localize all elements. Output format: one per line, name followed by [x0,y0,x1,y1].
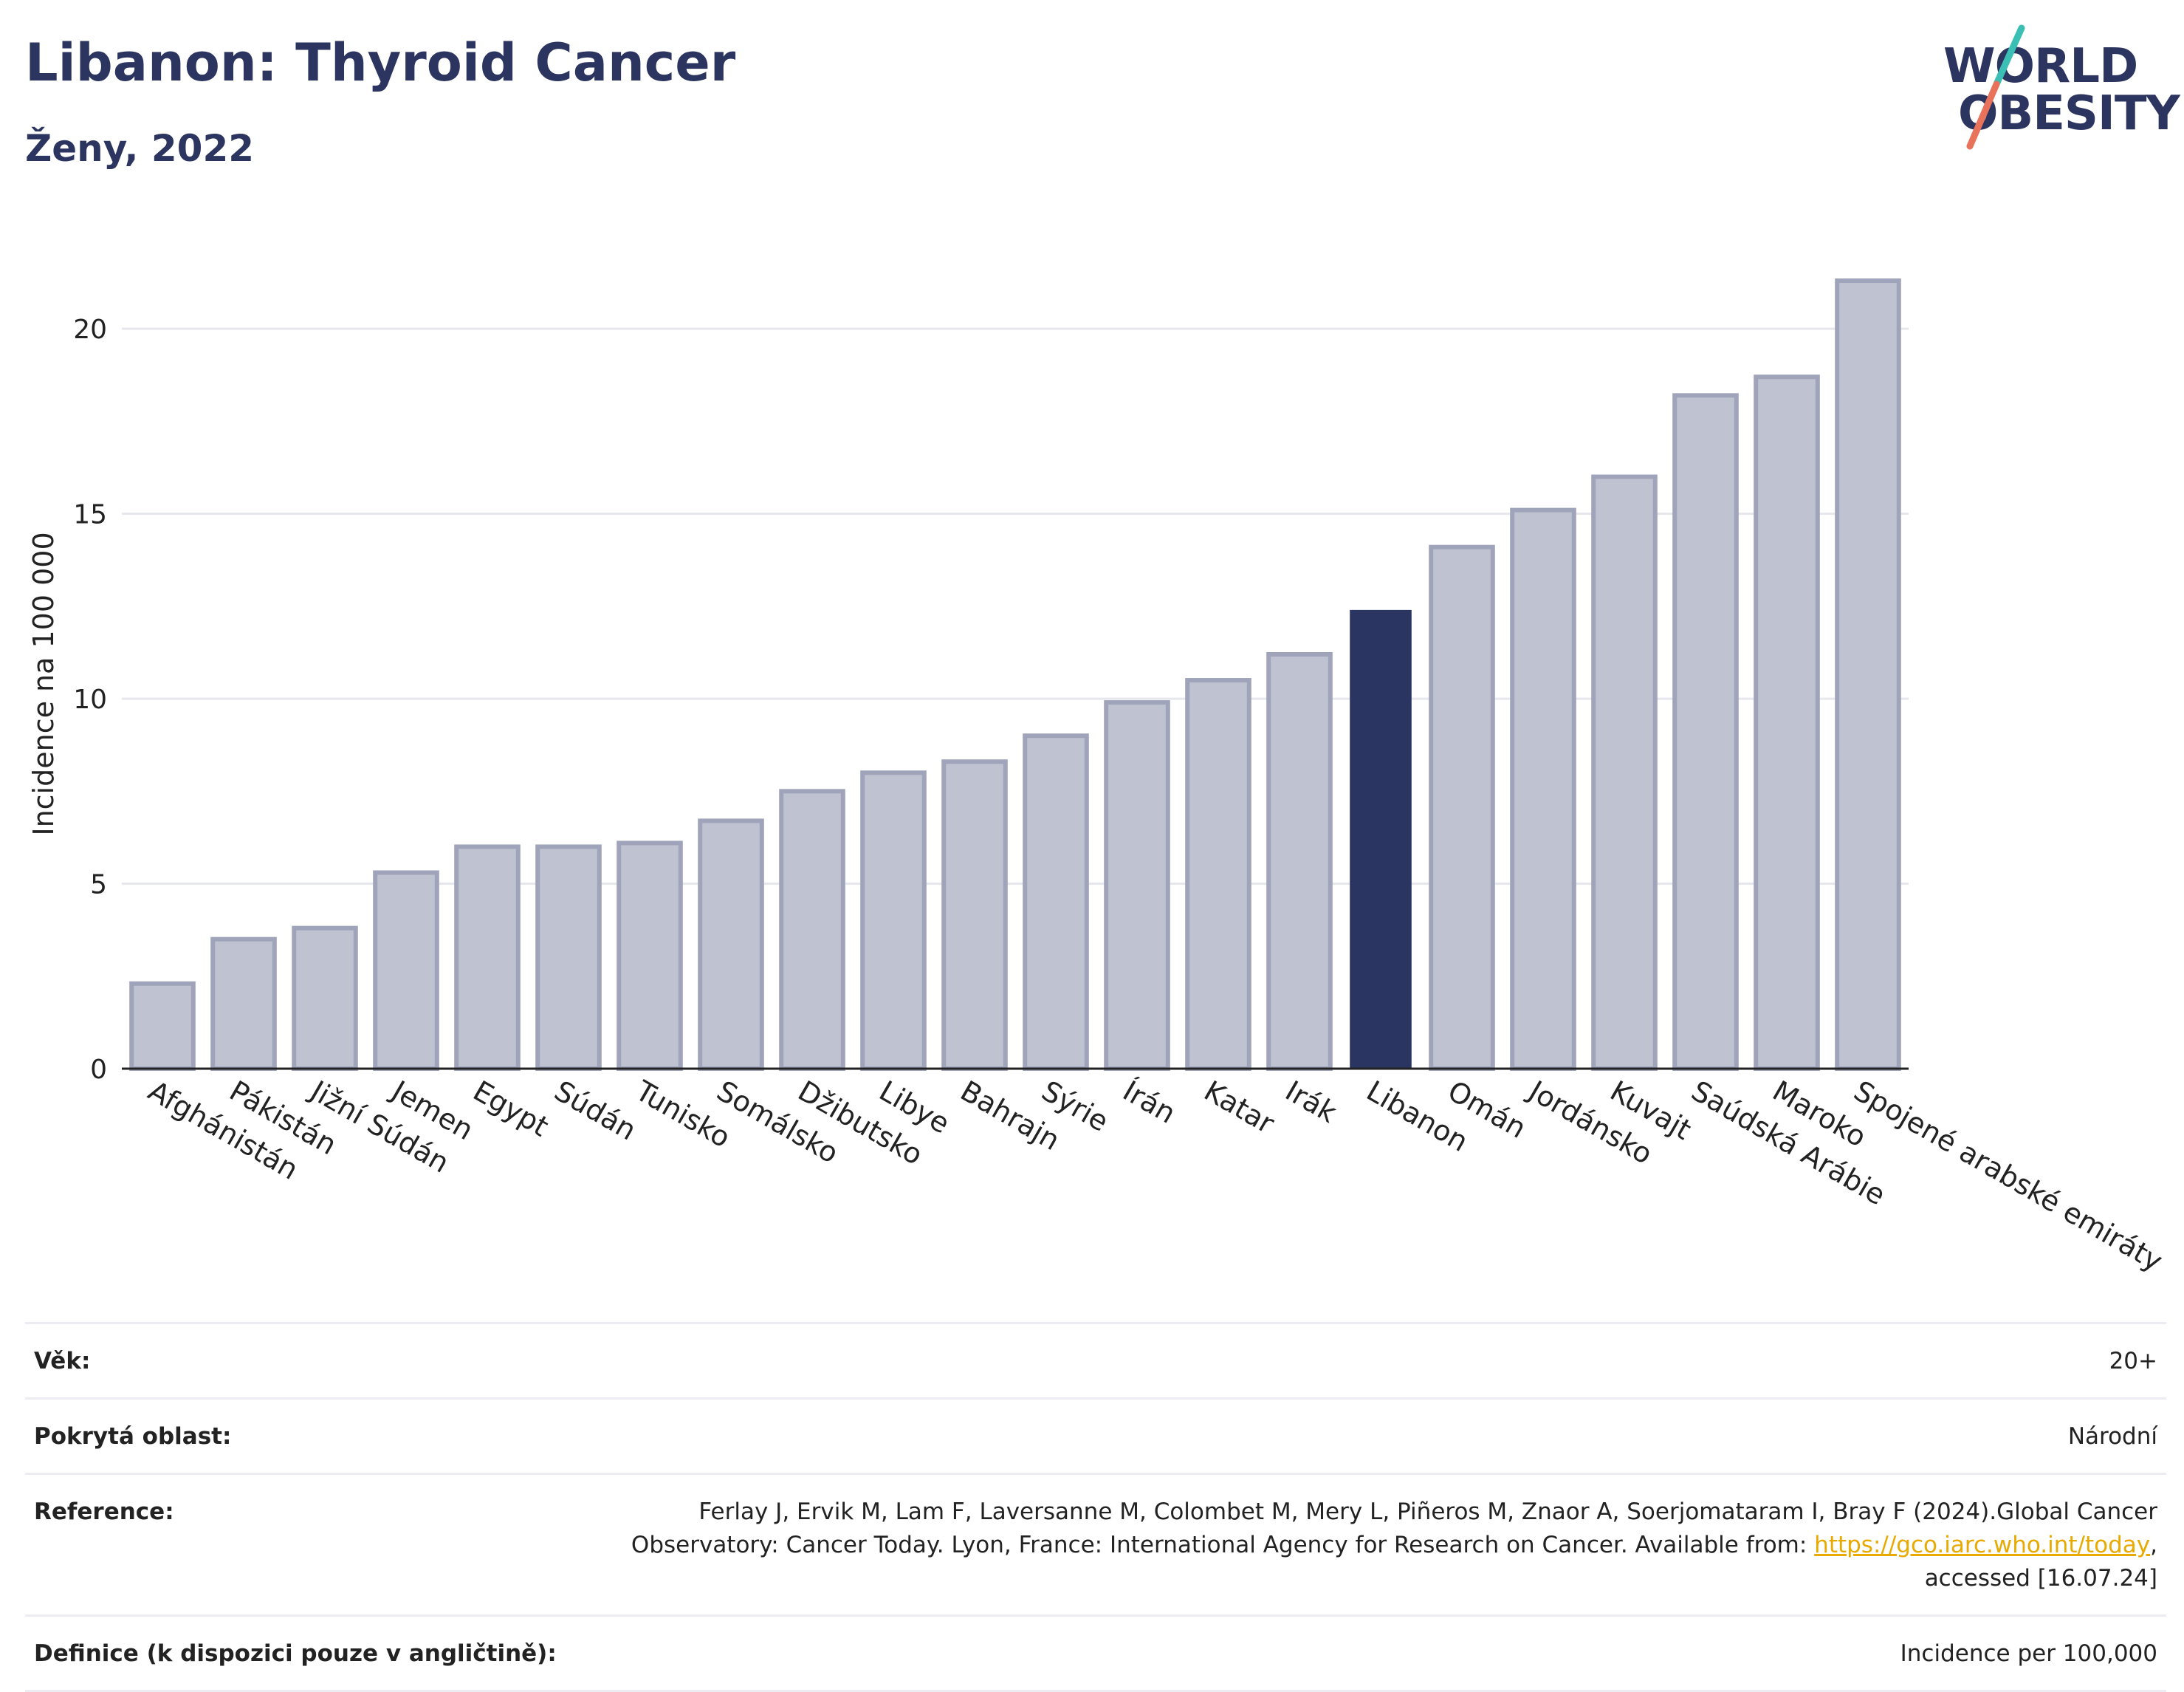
bar [535,844,602,1071]
x-tick-label: Spojené arabské emiráty [1849,1075,2168,1278]
meta-row-reference: Reference: Ferlay J, Ervik M, Lam F, Lav… [25,1473,2166,1614]
page-subtitle: Ženy, 2022 [25,127,255,170]
bar [779,789,845,1071]
reference-link[interactable]: https://gco.iarc.who.int/today [1814,1532,2151,1558]
reference-text-3: , [2150,1532,2157,1558]
bar [617,840,683,1071]
bar [941,759,1008,1072]
metadata-table: Věk: 20+ Pokrytá oblast: Národní Referen… [25,1322,2166,1692]
meta-row-definition: Definice (k dispozici pouze v angličtině… [25,1614,2166,1692]
bar [1185,678,1251,1071]
y-tick-label: 10 [73,685,107,715]
bar [454,844,521,1071]
bar [1510,507,1576,1071]
area-label: Pokrytá oblast: [34,1423,232,1450]
bar [1835,278,1901,1072]
bar [698,818,764,1072]
bar [292,925,358,1071]
bar [1591,474,1658,1071]
reference-text-2: Observatory: Cancer Today. Lyon, France:… [631,1532,1815,1558]
bar [1429,544,1495,1071]
reference-label: Reference: [34,1499,174,1525]
logo-text-world: WORLD [1943,39,2138,94]
meta-row-area: Pokrytá oblast: Národní [25,1397,2166,1473]
bar [210,936,277,1071]
definition-value: Incidence per 100,000 [1900,1640,2157,1667]
page-title: Libanon: Thyroid Cancer [25,32,736,93]
x-tick-label: Tunisko [630,1074,736,1154]
bar [129,981,196,1071]
bar [860,770,927,1071]
y-tick-label: 5 [90,870,107,900]
reference-text-1: Ferlay J, Ervik M, Lam F, Laversanne M, … [698,1499,2157,1525]
logo-text-obesity: OBESITY [1958,86,2180,141]
x-tick-label: Írán [1118,1075,1181,1130]
y-tick-label: 15 [73,500,107,530]
age-label: Věk: [34,1348,91,1374]
definition-label: Definice (k dispozici pouze v angličtině… [34,1640,557,1667]
reference-value: Ferlay J, Ervik M, Lam F, Laversanne M, … [631,1496,2157,1595]
bar-highlight [1350,609,1412,1069]
bar [1266,651,1333,1071]
world-obesity-logo: WORLD OBESITY [1934,22,2180,155]
bar [373,870,439,1071]
y-axis-label: Incidence na 100 000 [27,532,60,835]
meta-row-age: Věk: 20+ [25,1322,2166,1397]
x-tick-label: Katar [1199,1075,1280,1140]
age-value: 20+ [2109,1348,2157,1374]
reference-text-4: accessed [16.07.24] [1924,1565,2157,1592]
bar [1672,393,1739,1071]
area-value: Národní [2067,1423,2157,1450]
x-tick-label: Súdán [549,1075,642,1147]
bar [1104,700,1170,1071]
y-tick-label: 20 [73,315,107,345]
y-tick-labels: 0 5 10 15 20 [73,315,107,1085]
bars [129,278,1901,1072]
logo-slash-icon [1966,24,2025,150]
x-tick-label: Irák [1280,1075,1342,1129]
y-tick-label: 0 [90,1055,107,1085]
bar [1754,374,1820,1072]
x-tick-label: Egypt [468,1075,554,1143]
bar [1023,733,1089,1071]
